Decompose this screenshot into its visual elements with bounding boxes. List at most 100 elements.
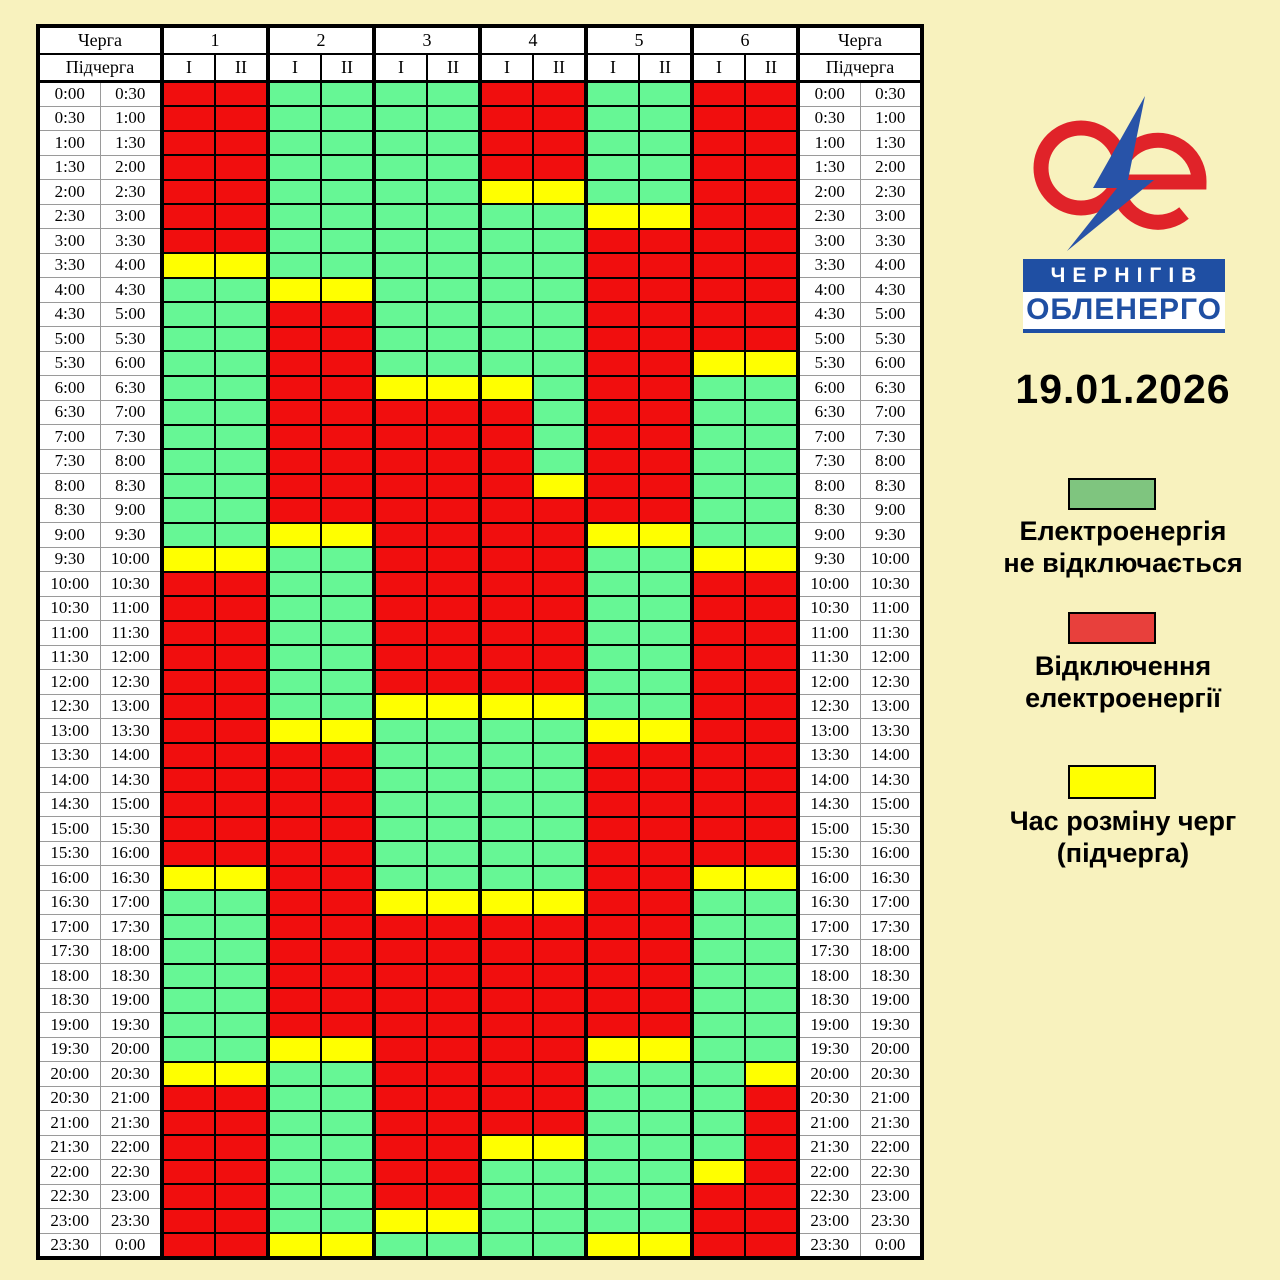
time-cell-end-right: 17:00	[859, 889, 923, 915]
status-cell-1-I	[160, 742, 216, 769]
time-cell-start-right: 7:30	[797, 448, 861, 474]
status-cell-6-II	[744, 80, 800, 107]
time-cell-end-left: 4:00	[99, 252, 163, 278]
status-cell-1-II	[214, 252, 269, 279]
status-cell-1-I	[160, 154, 216, 181]
time-cell-end-left: 0:30	[99, 81, 163, 107]
status-cell-3-II	[426, 546, 481, 573]
time-cell-start-right: 1:30	[797, 154, 861, 180]
status-cell-4-II	[532, 962, 587, 989]
status-cell-6-II	[744, 644, 800, 671]
status-cell-2-I	[266, 693, 322, 720]
status-cell-6-I	[690, 203, 746, 230]
time-cell-start-right: 2:30	[797, 203, 861, 229]
time-cell-end-right: 5:00	[859, 301, 923, 327]
status-cell-6-II	[744, 742, 800, 769]
status-cell-4-I	[478, 962, 534, 989]
status-cell-6-I	[690, 840, 746, 867]
status-cell-1-I	[160, 815, 216, 842]
status-cell-5-I	[584, 521, 640, 548]
status-cell-5-I	[584, 1158, 640, 1185]
time-cell-end-left: 20:00	[99, 1036, 163, 1062]
time-cell-end-left: 18:30	[99, 963, 163, 989]
time-cell-end-left: 3:30	[99, 228, 163, 254]
legend-swatch-green	[1068, 478, 1156, 510]
schedule-row: 2:30 3:00 2:30 3:00	[37, 203, 923, 230]
time-cell-end-left: 23:00	[99, 1183, 163, 1209]
status-cell-4-I	[478, 889, 534, 916]
schedule-row: 5:30 6:00 5:30 6:00	[37, 350, 923, 377]
status-cell-1-II	[214, 938, 269, 965]
status-cell-4-I	[478, 252, 534, 279]
status-cell-2-I	[266, 105, 322, 132]
status-cell-1-II	[214, 1207, 269, 1234]
status-cell-1-II	[214, 1158, 269, 1185]
status-cell-5-I	[584, 399, 640, 426]
status-cell-1-I	[160, 325, 216, 352]
status-cell-5-II	[638, 1036, 693, 1063]
time-cell-start-left: 2:00	[37, 179, 101, 205]
schedule-table: Черга 1 2 3 4 5 6 Черга Підчерга I II I II I II I II I II I…	[36, 24, 924, 1260]
time-cell-end-left: 13:00	[99, 693, 163, 719]
time-cell-start-left: 1:30	[37, 154, 101, 180]
status-cell-2-II	[320, 80, 375, 107]
status-cell-5-I	[584, 791, 640, 818]
status-cell-5-II	[638, 80, 693, 107]
status-cell-5-II	[638, 987, 693, 1014]
status-cell-5-I	[584, 570, 640, 597]
time-cell-start-left: 7:30	[37, 448, 101, 474]
status-cell-6-I	[690, 766, 746, 793]
status-cell-1-II	[214, 350, 269, 377]
status-cell-3-II	[426, 791, 481, 818]
status-cell-5-II	[638, 497, 693, 524]
status-cell-1-I	[160, 962, 216, 989]
status-cell-3-I	[372, 521, 428, 548]
time-cell-end-left: 5:30	[99, 326, 163, 352]
status-cell-3-I	[372, 987, 428, 1014]
status-cell-2-II	[320, 350, 375, 377]
status-cell-2-II	[320, 570, 375, 597]
queue-header-6: 6	[690, 25, 800, 55]
time-cell-end-left: 22:30	[99, 1159, 163, 1185]
time-cell-start-right: 22:30	[797, 1183, 861, 1209]
subqueue-header-5-II: II	[638, 53, 693, 83]
status-cell-5-II	[638, 913, 693, 940]
status-cell-5-I	[584, 472, 640, 499]
status-cell-2-II	[320, 497, 375, 524]
status-cell-3-II	[426, 815, 481, 842]
status-cell-3-II	[426, 448, 481, 475]
status-cell-5-II	[638, 693, 693, 720]
status-cell-5-I	[584, 766, 640, 793]
status-cell-6-II	[744, 1134, 800, 1161]
time-cell-end-right: 6:00	[859, 350, 923, 376]
status-cell-4-I	[478, 350, 534, 377]
status-cell-3-I	[372, 374, 428, 401]
time-cell-end-left: 8:00	[99, 448, 163, 474]
status-cell-1-I	[160, 1207, 216, 1234]
status-cell-3-I	[372, 350, 428, 377]
status-cell-2-II	[320, 423, 375, 450]
time-cell-start-left: 11:30	[37, 644, 101, 670]
status-cell-5-II	[638, 129, 693, 156]
status-cell-2-II	[320, 1183, 375, 1210]
time-cell-end-right: 8:00	[859, 448, 923, 474]
status-cell-6-I	[690, 497, 746, 524]
status-cell-5-I	[584, 717, 640, 744]
status-cell-5-I	[584, 1085, 640, 1112]
status-cell-2-I	[266, 987, 322, 1014]
status-cell-3-II	[426, 1134, 481, 1161]
status-cell-6-II	[744, 1011, 800, 1038]
status-cell-6-I	[690, 301, 746, 328]
time-cell-end-left: 16:30	[99, 865, 163, 891]
time-cell-start-left: 10:30	[37, 595, 101, 621]
lightning-bolt-icon	[1067, 96, 1154, 251]
time-cell-start-right: 20:00	[797, 1061, 861, 1087]
status-cell-1-I	[160, 497, 216, 524]
time-cell-start-left: 20:30	[37, 1085, 101, 1111]
status-cell-3-II	[426, 1207, 481, 1234]
time-cell-start-right: 15:00	[797, 816, 861, 842]
time-cell-end-left: 16:00	[99, 840, 163, 866]
time-cell-end-left: 9:00	[99, 497, 163, 523]
status-cell-4-I	[478, 717, 534, 744]
status-cell-3-I	[372, 178, 428, 205]
